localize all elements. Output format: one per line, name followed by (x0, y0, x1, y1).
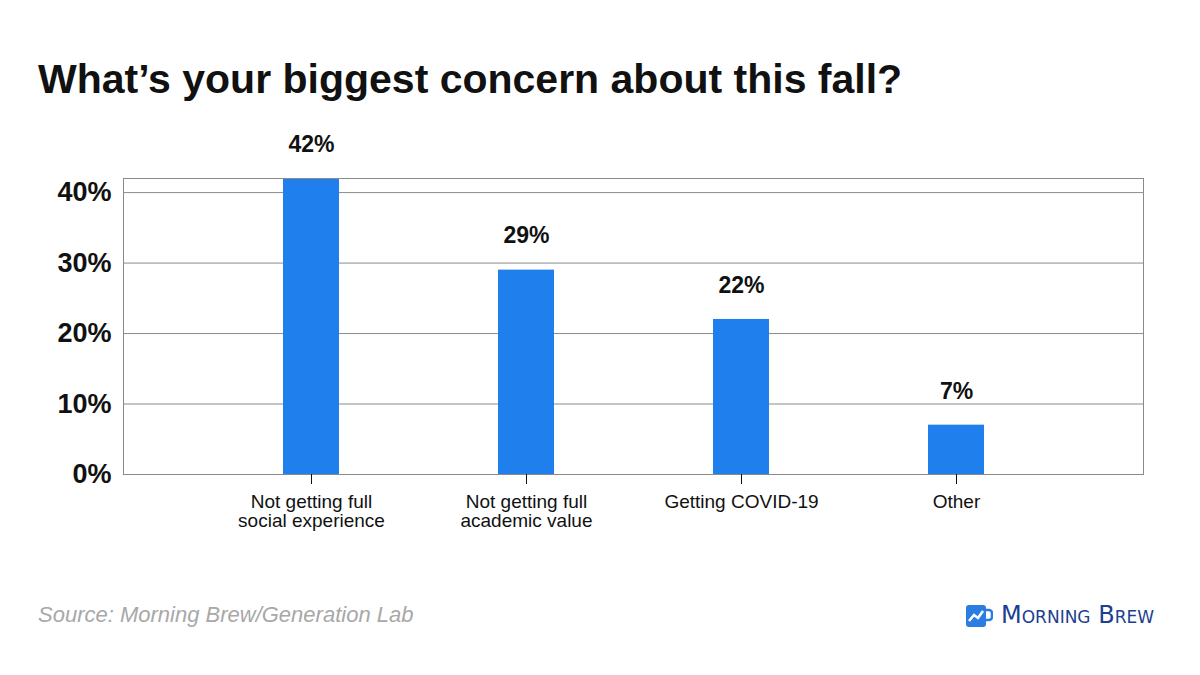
svg-text:10%: 10% (57, 389, 111, 419)
svg-text:29%: 29% (503, 222, 549, 248)
svg-text:0%: 0% (72, 459, 111, 489)
svg-text:40%: 40% (57, 177, 111, 207)
svg-text:7%: 7% (940, 378, 973, 404)
svg-text:Other: Other (933, 491, 981, 512)
svg-text:20%: 20% (57, 318, 111, 348)
html-text:What’s your biggest concern ab: What’s your biggest concern about this f… (38, 56, 903, 102)
svg-text:Not getting fullacademic value: Not getting fullacademic value (460, 491, 592, 531)
svg-text:22%: 22% (718, 272, 764, 298)
html-text:Morning Brew: Morning Brew (1001, 601, 1154, 629)
svg-text:30%: 30% (57, 248, 111, 278)
svg-text:Getting COVID-19: Getting COVID-19 (664, 491, 818, 512)
html-text:Source: Morning Brew/Generatio: Source: Morning Brew/Generation Lab (38, 602, 414, 627)
svg-text:Not getting fullsocial experie: Not getting fullsocial experience (238, 491, 385, 531)
svg-text:42%: 42% (288, 131, 334, 157)
